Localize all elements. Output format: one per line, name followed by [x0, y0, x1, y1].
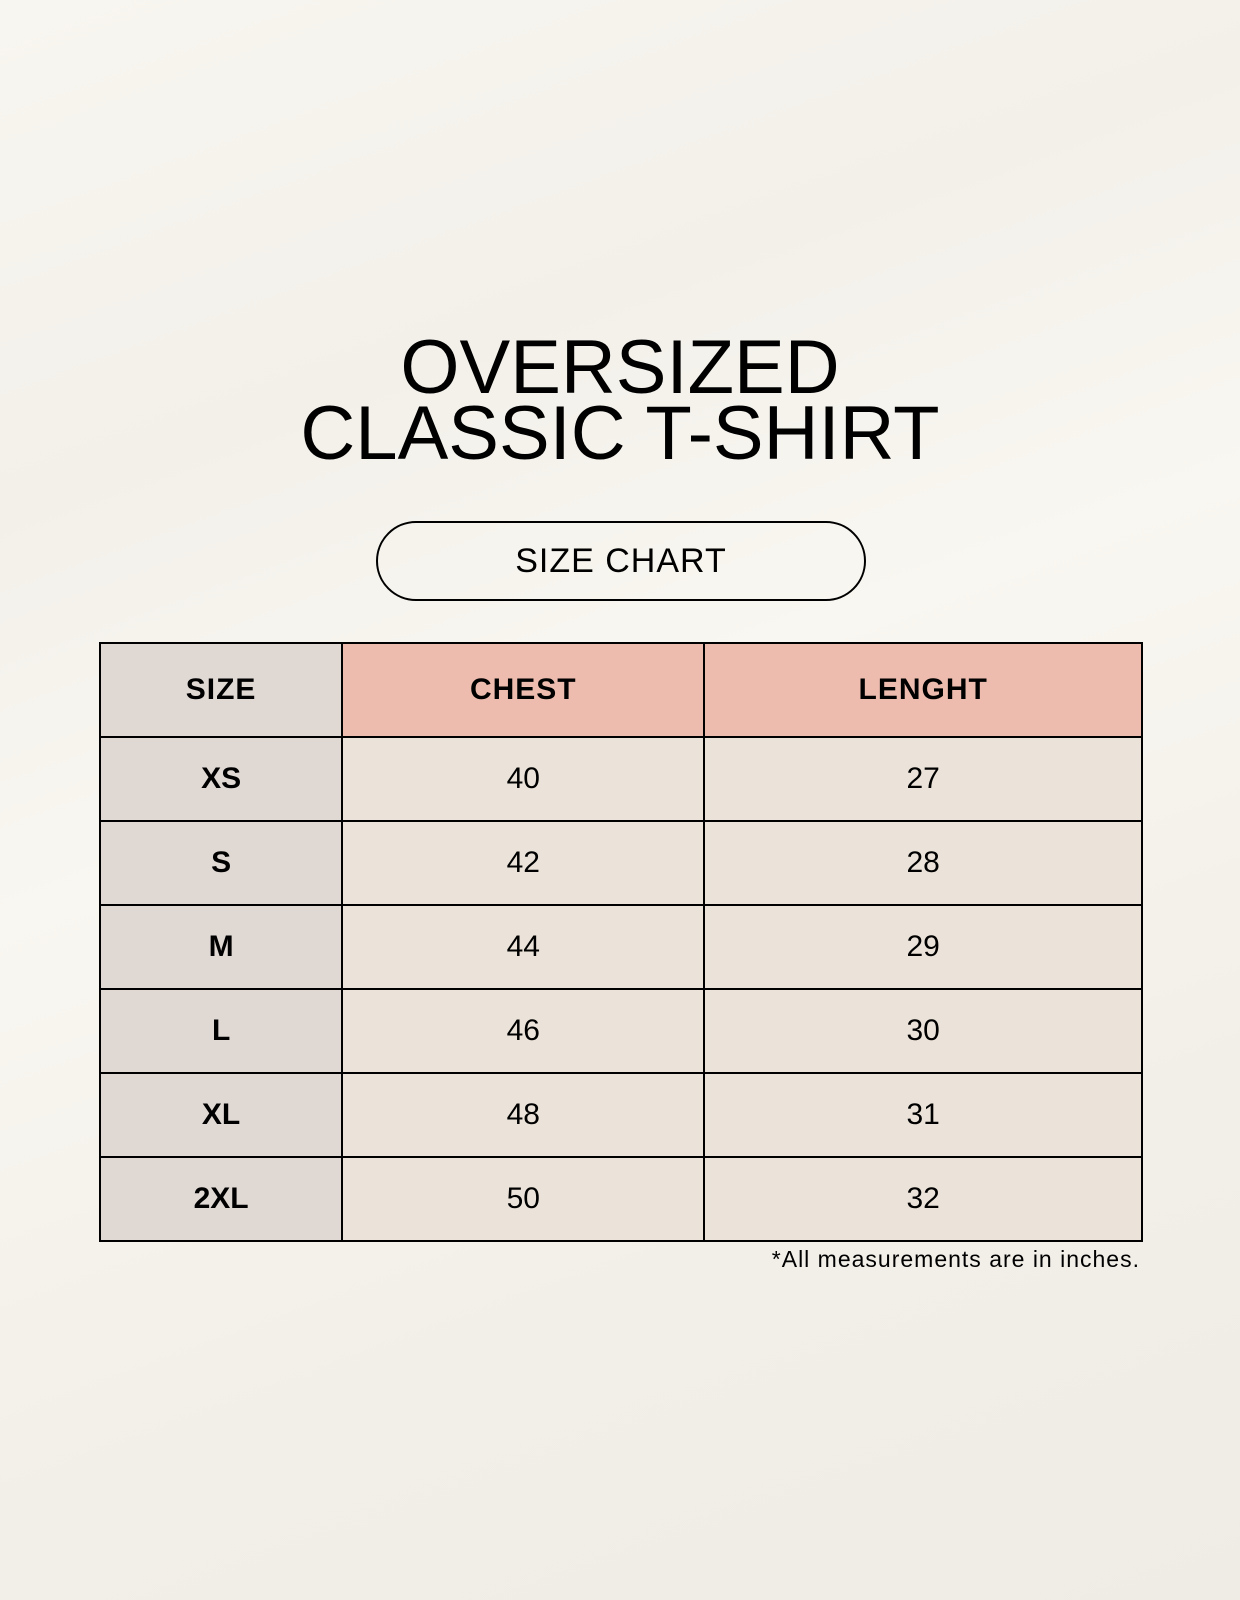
cell-chest: 50 [341, 1156, 706, 1242]
size-chart-badge: SIZE CHART [376, 521, 866, 601]
table-row: XS 40 27 [98, 736, 1143, 822]
header-length: LENGHT [703, 642, 1143, 738]
cell-chest: 48 [341, 1072, 706, 1158]
cell-length: 29 [703, 904, 1143, 990]
cell-size: XL [98, 1072, 344, 1158]
cell-size: L [98, 988, 344, 1074]
table-row: M 44 29 [98, 904, 1143, 990]
table-row: 2XL 50 32 [98, 1156, 1143, 1242]
cell-size: 2XL [98, 1156, 344, 1242]
size-table: SIZE CHEST LENGHT XS 40 27 S 42 28 M 44 29 L 46 30 X… [98, 642, 1143, 1242]
cell-length: 27 [703, 736, 1143, 822]
cell-length: 28 [703, 820, 1143, 906]
cell-size: XS [98, 736, 344, 822]
cell-length: 32 [703, 1156, 1143, 1242]
header-chest: CHEST [341, 642, 706, 738]
table-row: L 46 30 [98, 988, 1143, 1074]
header-size: SIZE [98, 642, 344, 738]
cell-length: 30 [703, 988, 1143, 1074]
header-row: SIZE CHEST LENGHT [98, 642, 1143, 738]
cell-length: 31 [703, 1072, 1143, 1158]
title-line-1: OVERSIZED [400, 325, 840, 410]
cell-chest: 42 [341, 820, 706, 906]
cell-chest: 40 [341, 736, 706, 822]
footnote: *All measurements are in inches. [771, 1246, 1140, 1272]
table-row: S 42 28 [98, 820, 1143, 906]
cell-size: M [98, 904, 344, 990]
cell-chest: 44 [341, 904, 706, 990]
title-line-2: CLASSIC T-SHIRT [300, 391, 940, 476]
table-row: XL 48 31 [98, 1072, 1143, 1158]
cell-chest: 46 [341, 988, 706, 1074]
page-title: OVERSIZED CLASSIC T-SHIRT [0, 325, 1240, 476]
cell-size: S [98, 820, 344, 906]
